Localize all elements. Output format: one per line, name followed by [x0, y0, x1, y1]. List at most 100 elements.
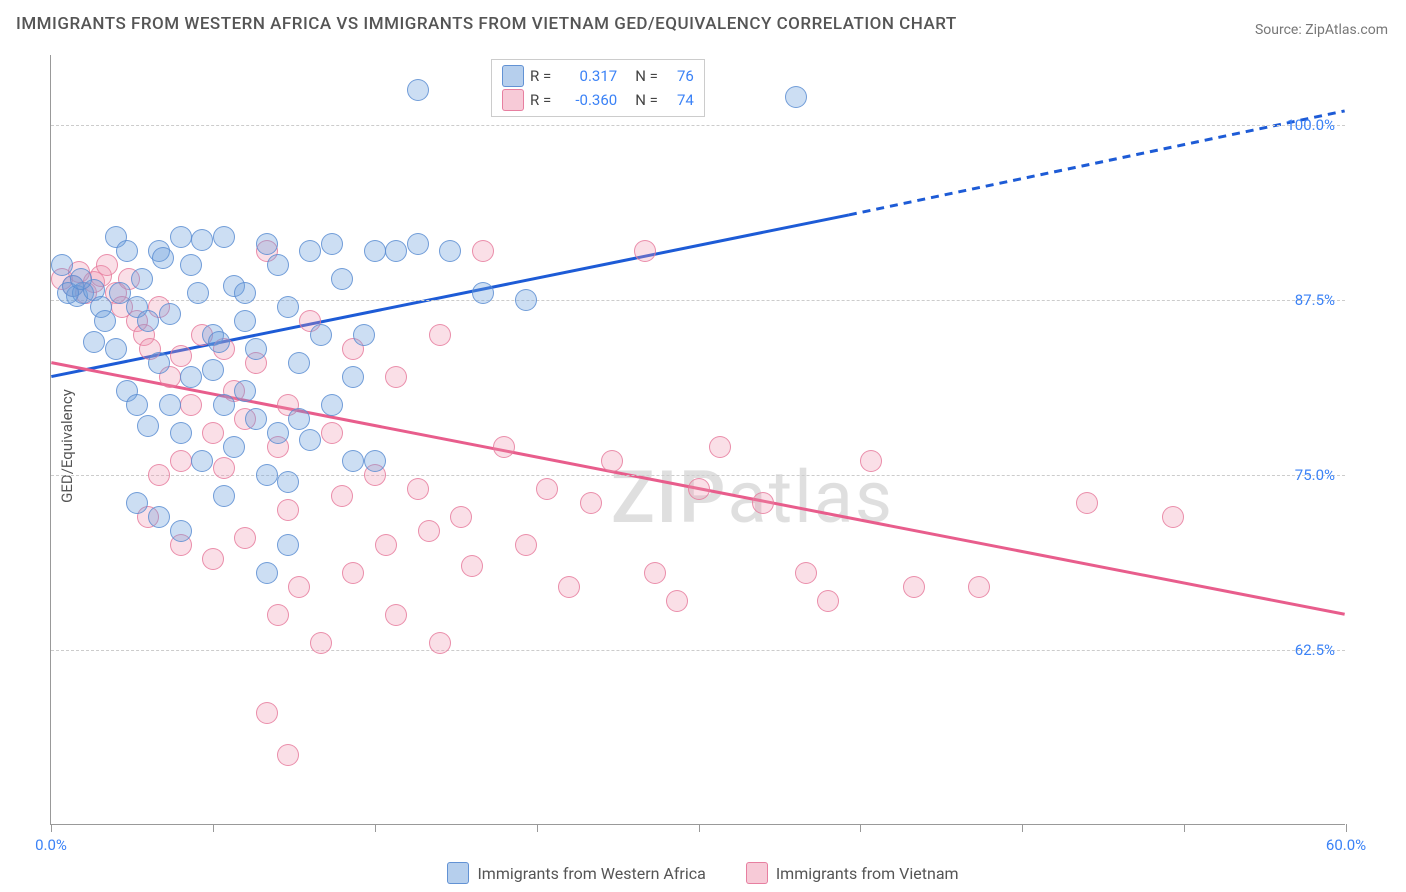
legend-swatch	[502, 89, 524, 111]
scatter-point-blue	[223, 436, 245, 458]
scatter-point-pink	[795, 562, 817, 584]
scatter-point-pink	[709, 436, 731, 458]
r-label: R =	[530, 91, 551, 109]
scatter-point-blue	[299, 240, 321, 262]
scatter-point-blue	[180, 254, 202, 276]
scatter-point-blue	[131, 268, 153, 290]
trend-line	[849, 111, 1345, 215]
r-value: -0.360	[557, 91, 617, 109]
scatter-point-blue	[170, 520, 192, 542]
scatter-point-pink	[580, 492, 602, 514]
scatter-point-pink	[1162, 506, 1184, 528]
scatter-point-pink	[472, 240, 494, 262]
scatter-point-blue	[94, 310, 116, 332]
n-label: N =	[635, 67, 658, 85]
x-tick	[699, 824, 700, 832]
scatter-point-pink	[213, 457, 235, 479]
legend-swatch	[746, 862, 768, 884]
scatter-point-blue	[245, 408, 267, 430]
trend-lines-layer	[51, 55, 1345, 824]
scatter-point-blue	[288, 408, 310, 430]
scatter-point-pink	[429, 632, 451, 654]
scatter-point-blue	[256, 233, 278, 255]
scatter-point-blue	[256, 464, 278, 486]
n-label: N =	[635, 91, 658, 109]
scatter-point-pink	[331, 485, 353, 507]
scatter-point-blue	[116, 240, 138, 262]
scatter-point-pink	[601, 450, 623, 472]
x-tick	[375, 824, 376, 832]
scatter-point-pink	[321, 422, 343, 444]
scatter-point-blue	[439, 240, 461, 262]
scatter-point-pink	[267, 604, 289, 626]
chart-title: IMMIGRANTS FROM WESTERN AFRICA VS IMMIGR…	[16, 14, 957, 34]
source-attribution: Source: ZipAtlas.com	[1255, 22, 1388, 38]
x-tick	[1184, 824, 1185, 832]
scatter-point-blue	[310, 324, 332, 346]
x-tick	[51, 824, 52, 832]
scatter-point-pink	[277, 744, 299, 766]
legend-item: Immigrants from Vietnam	[746, 862, 959, 884]
scatter-point-pink	[644, 562, 666, 584]
gridline	[51, 650, 1345, 651]
scatter-point-blue	[299, 429, 321, 451]
scatter-point-pink	[234, 527, 256, 549]
scatter-point-pink	[256, 702, 278, 724]
legend-label: Immigrants from Vietnam	[776, 864, 959, 883]
scatter-point-blue	[148, 506, 170, 528]
scatter-point-blue	[137, 310, 159, 332]
scatter-point-pink	[634, 240, 656, 262]
scatter-point-blue	[191, 450, 213, 472]
scatter-point-pink	[375, 534, 397, 556]
scatter-point-blue	[472, 282, 494, 304]
scatter-point-pink	[96, 254, 118, 276]
scatter-point-blue	[180, 366, 202, 388]
plot-area: ZIPatlas R =0.317N =76R =-0.360N =74 62.…	[50, 55, 1345, 825]
scatter-point-blue	[785, 86, 807, 108]
scatter-point-blue	[321, 394, 343, 416]
scatter-point-blue	[234, 380, 256, 402]
scatter-point-blue	[385, 240, 407, 262]
scatter-point-blue	[191, 229, 213, 251]
scatter-point-pink	[688, 478, 710, 500]
scatter-point-blue	[234, 282, 256, 304]
scatter-point-blue	[208, 331, 230, 353]
scatter-point-pink	[450, 506, 472, 528]
scatter-point-blue	[159, 303, 181, 325]
scatter-point-pink	[170, 345, 192, 367]
x-tick	[1022, 824, 1023, 832]
legend-label: Immigrants from Western Africa	[477, 864, 705, 883]
scatter-point-blue	[267, 254, 289, 276]
scatter-point-blue	[202, 359, 224, 381]
scatter-point-blue	[213, 226, 235, 248]
scatter-point-blue	[148, 352, 170, 374]
x-tick	[1346, 824, 1347, 832]
scatter-point-pink	[310, 632, 332, 654]
y-tick-label: 75.0%	[1295, 466, 1335, 484]
scatter-point-pink	[493, 436, 515, 458]
scatter-point-blue	[105, 338, 127, 360]
y-tick-label: 87.5%	[1295, 291, 1335, 309]
gridline	[51, 125, 1345, 126]
scatter-point-blue	[159, 394, 181, 416]
r-label: R =	[530, 67, 551, 85]
scatter-point-pink	[202, 548, 224, 570]
scatter-point-pink	[342, 562, 364, 584]
scatter-point-blue	[364, 450, 386, 472]
scatter-point-blue	[213, 485, 235, 507]
scatter-point-blue	[364, 240, 386, 262]
scatter-point-blue	[70, 268, 92, 290]
x-tick	[537, 824, 538, 832]
scatter-point-pink	[385, 604, 407, 626]
legend-correlation-box: R =0.317N =76R =-0.360N =74	[491, 59, 705, 117]
gridline	[51, 475, 1345, 476]
scatter-point-blue	[137, 415, 159, 437]
scatter-point-blue	[187, 282, 209, 304]
legend-bottom: Immigrants from Western Africa Immigrants…	[0, 862, 1406, 884]
scatter-point-blue	[342, 366, 364, 388]
scatter-point-blue	[288, 352, 310, 374]
n-value: 74	[664, 91, 694, 109]
scatter-point-pink	[385, 366, 407, 388]
scatter-point-blue	[83, 331, 105, 353]
x-tick-label: 0.0%	[35, 836, 67, 854]
